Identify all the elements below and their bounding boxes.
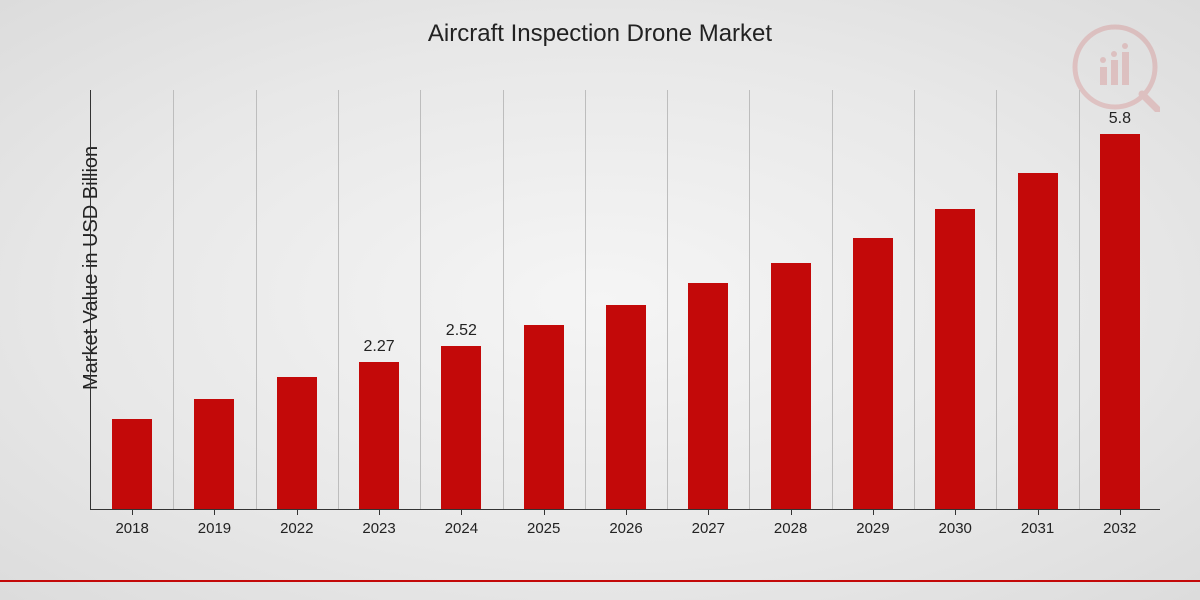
x-tick-label: 2029 <box>843 520 903 537</box>
x-tick-label: 2028 <box>761 520 821 537</box>
x-tick-label: 2019 <box>184 520 244 537</box>
bar <box>1100 134 1140 509</box>
x-tick-mark <box>1038 509 1039 515</box>
footer-accent-line <box>0 580 1200 582</box>
gridline-vertical <box>420 90 421 509</box>
chart-title: Aircraft Inspection Drone Market <box>0 0 1200 48</box>
bar-value-label: 2.27 <box>339 338 419 356</box>
bar <box>606 305 646 509</box>
gridline-vertical <box>338 90 339 509</box>
bar <box>1018 173 1058 509</box>
bar <box>935 209 975 509</box>
bar <box>441 346 481 509</box>
x-tick-mark <box>708 509 709 515</box>
gridline-vertical <box>914 90 915 509</box>
x-tick-label: 2024 <box>431 520 491 537</box>
x-tick-mark <box>791 509 792 515</box>
bar-value-label: 5.8 <box>1080 110 1160 128</box>
x-tick-mark <box>379 509 380 515</box>
x-tick-mark <box>214 509 215 515</box>
gridline-vertical <box>503 90 504 509</box>
x-tick-mark <box>132 509 133 515</box>
bar <box>359 362 399 509</box>
x-tick-label: 2027 <box>678 520 738 537</box>
x-tick-mark <box>461 509 462 515</box>
plot-region: 2018201920222.2720232.522024202520262027… <box>90 90 1160 510</box>
x-tick-label: 2031 <box>1008 520 1068 537</box>
gridline-vertical <box>1079 90 1080 509</box>
bar <box>853 238 893 509</box>
bar <box>277 377 317 509</box>
bar <box>524 325 564 509</box>
gridline-vertical <box>832 90 833 509</box>
gridline-vertical <box>749 90 750 509</box>
bar <box>688 283 728 509</box>
x-tick-mark <box>297 509 298 515</box>
gridline-vertical <box>173 90 174 509</box>
bar <box>194 399 234 509</box>
x-tick-mark <box>873 509 874 515</box>
gridline-vertical <box>585 90 586 509</box>
x-tick-label: 2032 <box>1090 520 1150 537</box>
bar <box>112 419 152 509</box>
x-tick-label: 2023 <box>349 520 409 537</box>
gridline-vertical <box>256 90 257 509</box>
x-tick-label: 2026 <box>596 520 656 537</box>
gridline-vertical <box>996 90 997 509</box>
x-tick-label: 2018 <box>102 520 162 537</box>
x-tick-label: 2025 <box>514 520 574 537</box>
x-tick-label: 2030 <box>925 520 985 537</box>
bar-value-label: 2.52 <box>421 322 501 340</box>
gridline-vertical <box>667 90 668 509</box>
x-tick-mark <box>1120 509 1121 515</box>
x-tick-mark <box>544 509 545 515</box>
x-tick-mark <box>626 509 627 515</box>
x-tick-label: 2022 <box>267 520 327 537</box>
bar <box>771 263 811 509</box>
chart-area: Market Value in USD Billion 201820192022… <box>60 90 1170 540</box>
x-tick-mark <box>955 509 956 515</box>
